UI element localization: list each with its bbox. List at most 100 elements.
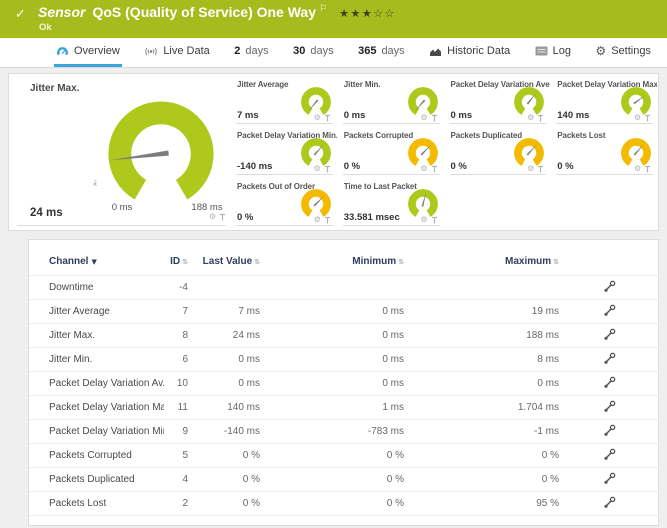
priority-stars[interactable]: ★★★☆☆ <box>339 7 396 20</box>
gauge-dial <box>300 138 331 166</box>
gear-icon[interactable]: ⚙ <box>527 113 535 122</box>
gear-icon[interactable]: ⚙ <box>420 215 428 224</box>
gauge-actions: ⚙ <box>314 216 331 224</box>
table-row: Packets Duplicated 4 0 % 0 % 0 % <box>29 467 660 492</box>
channel-name-cell[interactable]: Packets Duplicated <box>29 467 164 492</box>
tab-historic-data[interactable]: Historic Data <box>427 38 512 67</box>
channel-settings-wrench-icon[interactable] <box>603 304 616 317</box>
minimum-cell: 0 ms <box>274 347 418 372</box>
pin-icon[interactable] <box>431 216 438 224</box>
channel-settings-wrench-icon[interactable] <box>603 424 616 437</box>
maximum-cell: 0 ms <box>418 371 573 396</box>
col-header-last-value[interactable]: Last Value ⇅ <box>202 252 274 276</box>
divider <box>342 174 440 175</box>
channel-id-cell: 10 <box>164 371 202 396</box>
maximum-cell <box>418 275 573 300</box>
channel-settings-wrench-icon[interactable] <box>603 328 616 341</box>
small-gauge-grid: Jitter Average 7 ms ⚙ Jitter Min. 0 ms ⚙ <box>231 74 658 230</box>
col-header-maximum[interactable]: Maximum ⇅ <box>418 252 573 276</box>
pin-icon[interactable] <box>537 114 544 122</box>
big-gauge-dial <box>108 101 214 200</box>
channel-name-cell[interactable]: Packet Delay Variation Max. <box>29 395 164 420</box>
channel-settings-wrench-icon[interactable] <box>603 472 616 485</box>
maximum-cell: 0 % <box>418 467 573 492</box>
gauge-max-label: 188 ms <box>191 202 223 213</box>
col-header-id[interactable]: ID ⇅ <box>164 252 202 276</box>
gauge-cell[interactable]: Time to Last Packet 33.581 msec ⚙ <box>338 179 445 230</box>
channel-name-cell[interactable]: Packets Lost <box>29 491 164 516</box>
ok-check-icon: ✓ <box>15 7 26 22</box>
gear-icon[interactable]: ⚙ <box>313 113 321 122</box>
gear-icon[interactable]: ⚙ <box>313 215 321 224</box>
pin-icon[interactable] <box>537 165 544 173</box>
pin-icon[interactable] <box>219 213 226 221</box>
tab-settings[interactable]: ⚙ Settings <box>593 38 653 67</box>
pin-icon[interactable] <box>324 216 331 224</box>
col-header-minimum[interactable]: Minimum ⇅ <box>274 252 418 276</box>
log-icon <box>535 46 548 56</box>
gear-icon[interactable]: ⚙ <box>420 113 428 122</box>
flag-icon[interactable]: ⚐ <box>319 4 328 15</box>
pin-icon[interactable] <box>324 165 331 173</box>
pin-icon[interactable] <box>431 165 438 173</box>
col-header-channel[interactable]: Channel ▼ <box>29 252 164 276</box>
channel-name-cell[interactable]: Packets Corrupted <box>29 443 164 468</box>
channel-name-cell[interactable]: Packet Delay Variation Min. <box>29 419 164 444</box>
tab-log[interactable]: Log <box>533 38 573 67</box>
pin-icon[interactable] <box>644 114 651 122</box>
tab-live-data[interactable]: Live Data <box>142 38 211 67</box>
last-value-cell <box>202 275 274 300</box>
gauge-cell[interactable]: Packet Delay Variation Max. 140 ms ⚙ <box>551 77 658 128</box>
gauge-cell[interactable]: Jitter Average 7 ms ⚙ <box>231 77 338 128</box>
gauge-actions: ⚙ <box>634 114 651 122</box>
gear-icon[interactable]: ⚙ <box>633 113 641 122</box>
gauge-cell[interactable]: Packet Delay Variation Average 0 ms ⚙ <box>445 77 552 128</box>
gear-icon[interactable]: ⚙ <box>208 212 216 221</box>
page-title: QoS (Quality of Service) One Way <box>92 4 317 20</box>
divider <box>449 174 547 175</box>
gauge-cell[interactable]: Packets Duplicated 0 % ⚙ <box>445 128 552 179</box>
channel-settings-wrench-icon[interactable] <box>603 496 616 509</box>
tab-30-days[interactable]: 30 days <box>291 38 336 67</box>
tab-overview[interactable]: Overview <box>54 38 122 67</box>
last-value-cell: 140 ms <box>202 395 274 420</box>
channel-settings-wrench-icon[interactable] <box>603 400 616 413</box>
channel-settings-wrench-icon[interactable] <box>603 352 616 365</box>
channel-settings-wrench-icon[interactable] <box>603 448 616 461</box>
gauge-cell[interactable]: Packet Delay Variation Min. -140 ms ⚙ <box>231 128 338 179</box>
tab-2-days[interactable]: 2 days <box>232 38 270 67</box>
channel-settings-wrench-icon[interactable] <box>603 280 616 293</box>
big-gauge-cell[interactable]: Jitter Max. x̄ 0 ms 188 ms 24 ms ⚙ <box>9 74 231 230</box>
minimum-cell: 0 ms <box>274 299 418 324</box>
pin-icon[interactable] <box>324 114 331 122</box>
gear-icon[interactable]: ⚙ <box>633 164 641 173</box>
gear-icon[interactable]: ⚙ <box>420 164 428 173</box>
gear-icon[interactable]: ⚙ <box>527 164 535 173</box>
channel-name-cell[interactable]: Jitter Min. <box>29 347 164 372</box>
channel-name-cell[interactable]: Jitter Max. <box>29 323 164 348</box>
gauge-cell[interactable]: Packets Out of Order 0 % ⚙ <box>231 179 338 230</box>
channel-name-cell[interactable]: Packet Delay Variation Av... <box>29 371 164 396</box>
table-row: Packet Delay Variation Av... 10 0 ms 0 m… <box>29 371 660 396</box>
maximum-cell: 19 ms <box>418 299 573 324</box>
gauge-cell[interactable]: Packets Corrupted 0 % ⚙ <box>338 128 445 179</box>
gauge-cell[interactable]: Jitter Min. 0 ms ⚙ <box>338 77 445 128</box>
gear-icon[interactable]: ⚙ <box>313 164 321 173</box>
channel-name-cell[interactable]: Jitter Average <box>29 299 164 324</box>
channel-settings-wrench-icon[interactable] <box>603 376 616 389</box>
gauge-cell[interactable]: Packets Lost 0 % ⚙ <box>551 128 658 179</box>
tab-365-days[interactable]: 365 days <box>356 38 407 67</box>
divider <box>236 174 333 175</box>
table-header-row: Channel ▼ ID ⇅ Last Value ⇅ Minimum ⇅ Maximu… <box>29 252 660 276</box>
sort-icon: ⇅ <box>182 258 188 266</box>
tab-day-word: days <box>245 45 269 57</box>
table-row: Packets Corrupted 5 0 % 0 % 0 % <box>29 443 660 468</box>
sensor-header: ✓ Sensor QoS (Quality of Service) One Way… <box>0 0 667 38</box>
pin-icon[interactable] <box>431 114 438 122</box>
gauge-dial <box>514 87 545 115</box>
pin-icon[interactable] <box>644 165 651 173</box>
sensor-label: Sensor <box>38 4 86 20</box>
channel-id-cell: 7 <box>164 299 202 324</box>
maximum-cell: 8 ms <box>418 347 573 372</box>
channel-name-cell[interactable]: Downtime <box>29 275 164 300</box>
